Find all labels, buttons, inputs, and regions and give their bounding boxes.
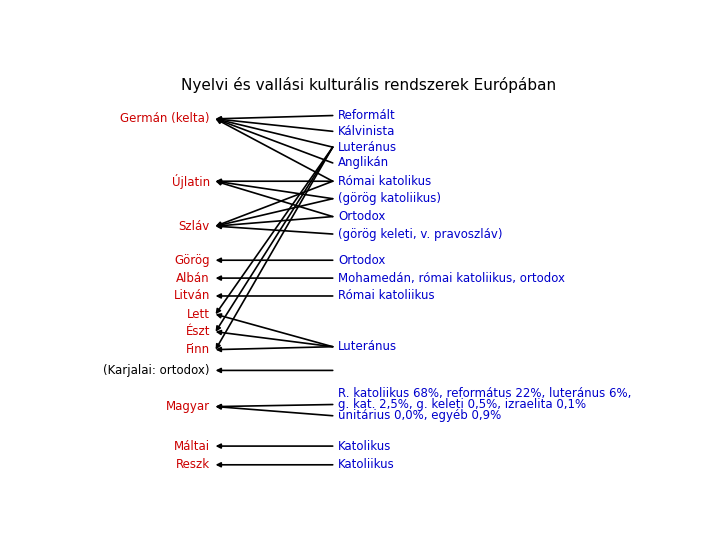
Text: Luteránus: Luteránus xyxy=(338,340,397,353)
Text: (Karjalai: ortodox): (Karjalai: ortodox) xyxy=(104,364,210,377)
Text: unitárius 0,0%, egyéb 0,9%: unitárius 0,0%, egyéb 0,9% xyxy=(338,409,502,422)
Text: Máltai: Máltai xyxy=(174,440,210,453)
Text: Reformált: Reformált xyxy=(338,109,396,122)
Text: R. katoliikus 68%, református 22%, luteránus 6%,: R. katoliikus 68%, református 22%, luter… xyxy=(338,387,631,400)
Text: Mohamedán, római katoliikus, ortodox: Mohamedán, római katoliikus, ortodox xyxy=(338,272,565,285)
Text: Lett: Lett xyxy=(187,308,210,321)
Text: Ortodox: Ortodox xyxy=(338,254,386,267)
Text: g. kat. 2,5%, g. keleti 0,5%, izraelita 0,1%: g. kat. 2,5%, g. keleti 0,5%, izraelita … xyxy=(338,398,586,411)
Text: Germán (kelta): Germán (kelta) xyxy=(120,112,210,125)
Text: Szláv: Szláv xyxy=(179,220,210,233)
Text: Újlatin: Újlatin xyxy=(172,174,210,188)
Text: Albán: Albán xyxy=(176,272,210,285)
Text: Kálvinista: Kálvinista xyxy=(338,125,396,138)
Text: Római katolikus: Római katolikus xyxy=(338,175,431,188)
Text: Görög: Görög xyxy=(174,254,210,267)
Text: Finn: Finn xyxy=(186,343,210,356)
Text: Luteránus: Luteránus xyxy=(338,140,397,153)
Text: (görög keleti, v. pravoszláv): (görög keleti, v. pravoszláv) xyxy=(338,227,503,240)
Text: Észt: Észt xyxy=(186,325,210,338)
Text: Katoliikus: Katoliikus xyxy=(338,458,395,471)
Text: Katolikus: Katolikus xyxy=(338,440,392,453)
Text: Római katoliikus: Római katoliikus xyxy=(338,289,435,302)
Text: Litván: Litván xyxy=(174,289,210,302)
Text: Nyelvi és vallási kulturális rendszerek Európában: Nyelvi és vallási kulturális rendszerek … xyxy=(181,77,557,93)
Text: (görög katoliikus): (görög katoliikus) xyxy=(338,192,441,205)
Text: Ortodox: Ortodox xyxy=(338,210,386,223)
Text: Reszk: Reszk xyxy=(176,458,210,471)
Text: Anglikán: Anglikán xyxy=(338,157,390,170)
Text: Magyar: Magyar xyxy=(166,400,210,413)
